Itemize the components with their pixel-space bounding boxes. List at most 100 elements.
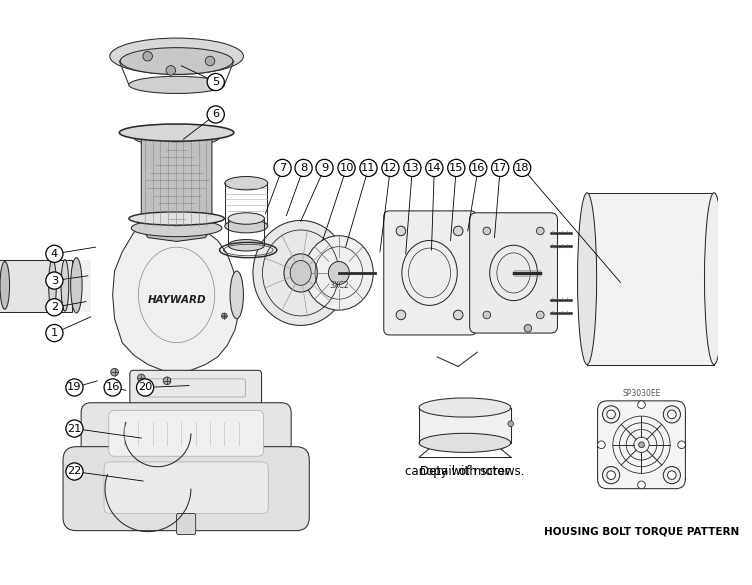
Text: 6: 6: [212, 109, 220, 119]
Ellipse shape: [305, 236, 373, 310]
Circle shape: [426, 159, 443, 177]
Polygon shape: [587, 192, 714, 364]
FancyBboxPatch shape: [470, 213, 557, 333]
Circle shape: [607, 410, 615, 419]
Circle shape: [207, 74, 224, 91]
Text: HAYWARD: HAYWARD: [147, 295, 206, 305]
FancyBboxPatch shape: [104, 462, 268, 514]
Text: 18: 18: [515, 163, 529, 173]
FancyBboxPatch shape: [63, 447, 309, 531]
Ellipse shape: [228, 213, 265, 224]
Text: 4: 4: [51, 249, 58, 259]
Ellipse shape: [578, 192, 596, 364]
Circle shape: [508, 421, 514, 426]
Text: SP3030EE: SP3030EE: [623, 388, 661, 398]
Ellipse shape: [419, 398, 511, 417]
Ellipse shape: [132, 219, 222, 237]
Text: 7: 7: [279, 163, 287, 173]
Circle shape: [638, 401, 645, 408]
Text: 1: 1: [51, 328, 58, 338]
Circle shape: [295, 159, 312, 177]
Ellipse shape: [419, 433, 511, 452]
Circle shape: [360, 159, 377, 177]
Circle shape: [483, 311, 490, 319]
Ellipse shape: [230, 271, 244, 319]
FancyBboxPatch shape: [130, 370, 262, 405]
Text: 10: 10: [339, 163, 353, 173]
Text: Detail of motor: Detail of motor: [420, 465, 510, 478]
Text: 3: 3: [51, 276, 58, 285]
Text: canopy with screws.: canopy with screws.: [405, 465, 525, 478]
Circle shape: [598, 441, 605, 449]
Ellipse shape: [0, 261, 10, 309]
Circle shape: [205, 56, 215, 66]
Polygon shape: [113, 223, 238, 372]
Circle shape: [46, 299, 63, 316]
Circle shape: [137, 379, 153, 396]
Circle shape: [338, 159, 355, 177]
Circle shape: [143, 51, 153, 61]
Ellipse shape: [120, 124, 234, 141]
FancyBboxPatch shape: [384, 211, 476, 335]
Ellipse shape: [134, 129, 220, 146]
Ellipse shape: [225, 177, 268, 190]
Circle shape: [166, 66, 175, 75]
Text: 12: 12: [384, 163, 398, 173]
FancyBboxPatch shape: [177, 514, 196, 535]
Polygon shape: [0, 260, 71, 312]
Circle shape: [536, 311, 544, 319]
Circle shape: [638, 481, 645, 488]
Text: 21: 21: [67, 424, 82, 433]
Circle shape: [316, 159, 333, 177]
Circle shape: [602, 406, 620, 423]
Polygon shape: [141, 137, 212, 242]
Circle shape: [396, 310, 405, 320]
Circle shape: [514, 159, 531, 177]
Text: 19: 19: [67, 383, 82, 393]
Ellipse shape: [129, 76, 224, 94]
Text: 11: 11: [361, 163, 376, 173]
FancyBboxPatch shape: [109, 411, 263, 456]
Circle shape: [222, 313, 227, 319]
Circle shape: [274, 159, 291, 177]
Text: 20: 20: [138, 383, 153, 393]
Circle shape: [104, 379, 121, 396]
Ellipse shape: [329, 261, 350, 284]
Circle shape: [163, 377, 171, 384]
Text: 16: 16: [471, 163, 486, 173]
Circle shape: [66, 463, 83, 480]
Ellipse shape: [71, 257, 82, 313]
Ellipse shape: [110, 38, 244, 74]
Circle shape: [396, 226, 405, 236]
Ellipse shape: [49, 260, 56, 311]
Circle shape: [536, 227, 544, 235]
Text: 9: 9: [321, 163, 328, 173]
Circle shape: [46, 325, 63, 342]
Ellipse shape: [120, 47, 233, 74]
FancyBboxPatch shape: [598, 401, 685, 488]
Circle shape: [453, 226, 463, 236]
Circle shape: [668, 410, 676, 419]
Text: 5: 5: [212, 77, 220, 87]
Circle shape: [66, 420, 83, 437]
Ellipse shape: [228, 239, 265, 251]
Circle shape: [638, 442, 644, 448]
Circle shape: [492, 159, 509, 177]
Text: HOUSING BOLT TORQUE PATTERN: HOUSING BOLT TORQUE PATTERN: [544, 526, 739, 536]
Ellipse shape: [253, 221, 348, 325]
Text: 15: 15: [449, 163, 463, 173]
Circle shape: [524, 325, 532, 332]
FancyBboxPatch shape: [81, 402, 291, 465]
Ellipse shape: [61, 260, 68, 311]
Circle shape: [668, 471, 676, 480]
Text: 13: 13: [405, 163, 420, 173]
Text: 2: 2: [51, 302, 58, 312]
Circle shape: [663, 406, 681, 423]
Circle shape: [447, 159, 465, 177]
Ellipse shape: [225, 219, 268, 233]
Circle shape: [46, 245, 63, 263]
Circle shape: [470, 159, 487, 177]
Ellipse shape: [705, 192, 723, 364]
Text: 17: 17: [493, 163, 508, 173]
Ellipse shape: [284, 254, 317, 292]
